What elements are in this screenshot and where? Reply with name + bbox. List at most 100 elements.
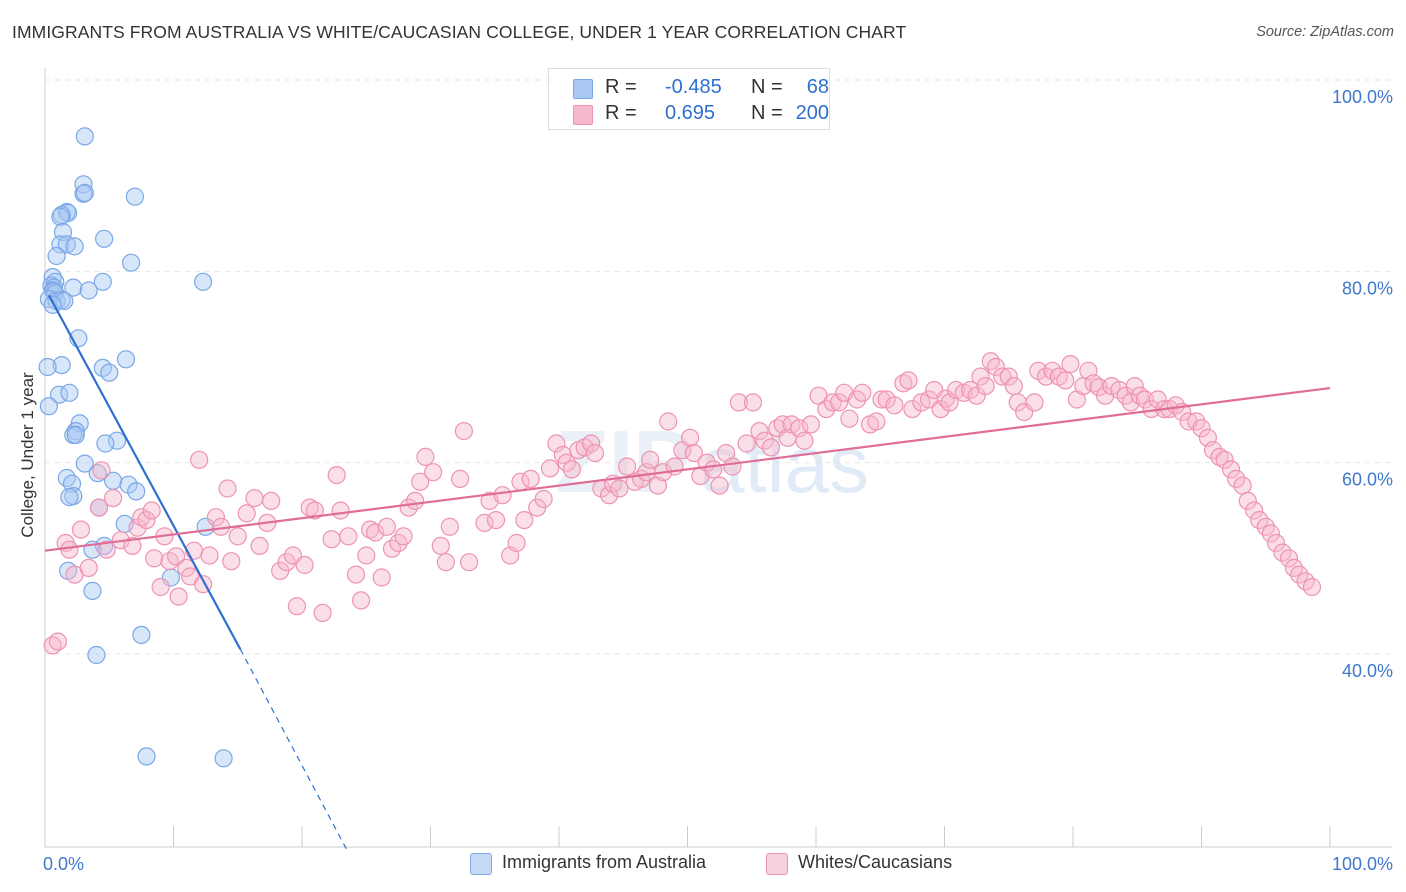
trend-line-australia-extension [239, 648, 348, 851]
point-whites [200, 546, 219, 565]
point-australia [96, 434, 115, 453]
point-whites [352, 591, 371, 610]
point-whites [305, 501, 324, 520]
point-whites [1302, 577, 1322, 597]
point-whites [436, 553, 455, 572]
point-whites [755, 431, 774, 450]
point-whites [885, 396, 904, 415]
point-australia [57, 468, 76, 488]
legend-r-value: 0.695 [665, 102, 716, 124]
point-whites [169, 587, 188, 606]
point-whites [167, 547, 186, 566]
point-whites [562, 460, 582, 479]
point-whites [411, 472, 430, 491]
y-tick-label: 40.0% [1342, 661, 1393, 681]
trend-lines [44, 294, 1331, 851]
point-whites [206, 508, 225, 527]
point-whites [440, 517, 459, 536]
point-whites [515, 510, 534, 530]
point-whites [493, 486, 512, 505]
legend-swatch-blue [573, 79, 593, 99]
point-whites [761, 438, 781, 457]
point-whites [424, 463, 443, 482]
point-australia [75, 127, 94, 146]
point-whites [971, 367, 990, 386]
series-immigrants-australia [38, 127, 233, 768]
point-whites [894, 374, 913, 393]
point-whites [507, 533, 526, 553]
point-whites [795, 431, 814, 450]
point-whites [1056, 371, 1075, 390]
point-australia [119, 475, 138, 494]
point-whites [245, 489, 264, 508]
point-whites [1245, 501, 1264, 520]
point-whites [617, 457, 637, 476]
point-whites [372, 568, 391, 587]
point-whites [704, 460, 723, 479]
point-whites [599, 486, 619, 505]
point-whites [648, 476, 668, 495]
point-whites [1227, 469, 1246, 488]
point-whites [680, 428, 700, 447]
point-whites [71, 520, 91, 539]
point-australia [55, 291, 74, 311]
point-whites [981, 352, 1000, 371]
point-whites [610, 479, 629, 498]
point-whites [750, 422, 769, 441]
legend-n-value: 200 [795, 102, 829, 124]
point-whites [454, 422, 473, 441]
point-australia [74, 184, 93, 203]
point-whites [89, 498, 109, 517]
point-whites [1061, 355, 1080, 374]
point-whites [931, 400, 950, 419]
point-whites [1290, 565, 1309, 584]
point-whites [986, 357, 1006, 377]
point-australia [87, 645, 106, 665]
point-whites [829, 393, 849, 412]
point-whites [1125, 377, 1144, 396]
point-whites [867, 412, 886, 431]
point-australia [132, 625, 151, 645]
point-whites [581, 434, 601, 453]
point-whites [1221, 460, 1241, 479]
point-whites [218, 479, 237, 498]
x-tick-label: 100.0% [1332, 854, 1393, 874]
legend-n-label: N = [751, 76, 783, 98]
point-whites [250, 536, 269, 556]
point-whites [534, 489, 553, 509]
point-whites [287, 597, 306, 616]
point-whites [853, 383, 872, 402]
y-tick-label: 100.0% [1332, 87, 1393, 107]
point-whites [840, 409, 859, 428]
point-whites [1279, 549, 1299, 568]
point-whites [177, 558, 196, 578]
point-australia [214, 749, 233, 768]
point-australia [51, 207, 70, 226]
point-whites [1233, 476, 1252, 495]
trend-line-whites [44, 386, 1331, 552]
point-whites [1266, 533, 1286, 553]
point-whites [60, 540, 79, 559]
point-whites [460, 553, 479, 572]
point-australia [66, 425, 85, 444]
point-whites [486, 510, 506, 530]
point-australia [64, 278, 83, 297]
point-whites [48, 632, 68, 651]
legend-n-label: N = [751, 102, 783, 124]
point-whites [277, 553, 296, 572]
point-whites [999, 367, 1018, 386]
point-whites [92, 461, 111, 480]
point-whites [151, 577, 170, 597]
legend-r-label: R = [605, 76, 637, 98]
point-australia [75, 183, 94, 202]
grid-lines [45, 79, 1392, 655]
point-whites [1215, 450, 1234, 469]
stats-legend: R = -0.485 N = 68 R = 0.695 N = 200 [548, 68, 830, 130]
bottom-legend-swatch-pink [766, 853, 788, 875]
point-whites [1004, 377, 1024, 396]
point-whites [322, 530, 341, 549]
point-australia [94, 229, 114, 248]
point-australia [107, 431, 127, 450]
watermark-zip: ZIP [555, 412, 692, 511]
